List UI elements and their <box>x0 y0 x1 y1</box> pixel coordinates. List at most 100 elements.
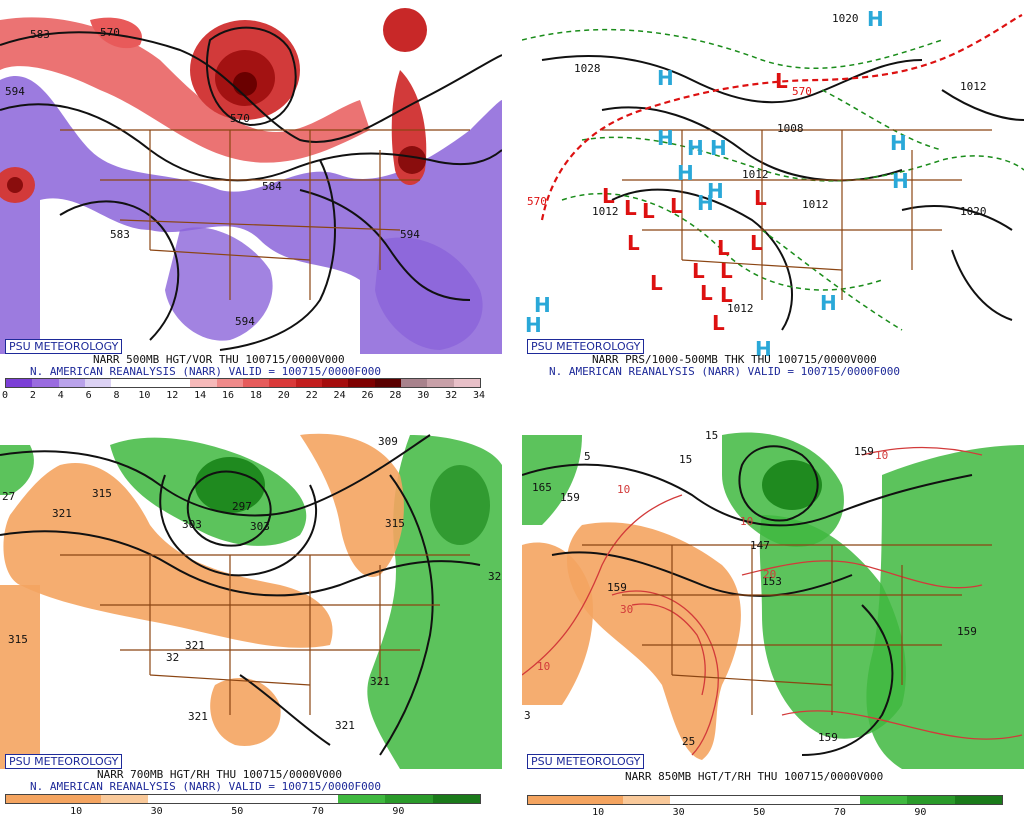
low-pressure-markers: L L L L L L L L L L L L L L L <box>602 69 788 335</box>
high-pressure-icon: H <box>687 136 704 160</box>
caption-line-1: NARR 850MB HGT/T/RH THU 100715/0000V000 <box>625 770 884 783</box>
contour-label: 594 <box>400 228 420 241</box>
colorbar-swatch <box>32 379 59 387</box>
contour-label: 159 <box>818 731 838 744</box>
colorbar-swatch <box>190 379 217 387</box>
colorbar-swatch <box>453 379 480 387</box>
contour-label: 321 <box>335 719 355 732</box>
colorbar-tick-label: 34 <box>472 390 486 401</box>
map-500mb: 583 570 594 570 584 594 594 583 <box>0 8 502 355</box>
low-pressure-icon: L <box>624 196 637 220</box>
contour-label: 10 <box>875 449 888 462</box>
rh-colorbar-ticks: 10 30 50 70 90 <box>5 806 479 818</box>
contour-labels-surface: 1020 1028 1012 570 1008 1012 1012 1012 1… <box>527 12 987 315</box>
low-pressure-icon: L <box>700 281 713 305</box>
high-pressure-icon: H <box>677 161 694 185</box>
high-pressure-icon: H <box>710 136 727 160</box>
colorbar-tick-label: 50 <box>753 807 766 818</box>
psu-badge: PSU METEOROLOGY <box>527 754 645 769</box>
contour-label: 1012 <box>802 198 829 211</box>
colorbar-tick-label: 14 <box>194 390 207 401</box>
colorbar-swatch <box>148 795 196 803</box>
vorticity-colorbar-ticks: 0 2 4 6 8 10 12 14 16 18 20 22 24 26 28 30 32 34 <box>1 390 485 402</box>
contour-label: 1020 <box>832 12 859 25</box>
rh-colorbar <box>527 795 1003 805</box>
colorbar-swatch <box>622 796 671 804</box>
colorbar-tick-label: 10 <box>592 807 605 818</box>
panel-700mb-rh: 27 315 321 303 297 303 309 315 32 315 32… <box>0 415 502 819</box>
contour-label: 570 <box>100 26 120 39</box>
colorbar-tick-label: 10 <box>138 390 151 401</box>
contour-label: 32 <box>166 651 179 664</box>
colorbar-swatch <box>575 796 623 804</box>
colorbar-tick-label: 8 <box>113 390 120 401</box>
contour-label: 147 <box>750 539 770 552</box>
low-pressure-icon: L <box>642 199 655 223</box>
panel-500mb-vorticity: 583 570 594 570 584 594 594 583 PSU METE… <box>0 0 502 404</box>
colorbar-swatch <box>348 379 375 387</box>
contour-label: 583 <box>30 28 50 41</box>
contour-label: 25 <box>682 735 695 748</box>
high-pressure-icon: H <box>697 191 714 215</box>
colorbar-swatch <box>163 379 191 387</box>
colorbar-swatch <box>765 796 813 804</box>
contour-label: 570 <box>792 85 812 98</box>
colorbar-tick-label: 50 <box>231 806 244 817</box>
colorbar-swatch <box>216 379 243 387</box>
low-pressure-icon: L <box>712 311 725 335</box>
colorbar-swatch <box>385 795 433 803</box>
caption-line-1: NARR 500MB HGT/VOR THU 100715/0000V000 <box>93 353 345 366</box>
high-pressure-icon: H <box>755 337 772 361</box>
contour-labels-700: 27 315 321 303 297 303 309 315 32 315 32… <box>2 435 501 732</box>
colorbar-swatch <box>427 379 454 387</box>
colorbar-tick-label: 90 <box>914 807 927 818</box>
psu-badge: PSU METEOROLOGY <box>5 339 123 354</box>
colorbar-swatch <box>6 795 54 803</box>
colorbar-tick-label: 0 <box>1 390 9 401</box>
colorbar-tick-label: 16 <box>222 390 235 401</box>
colorbar-tick-label: 30 <box>150 806 163 817</box>
colorbar-swatch <box>100 795 149 803</box>
contour-label: 1012 <box>960 80 987 93</box>
vorticity-colorbar <box>5 378 481 388</box>
psu-badge: PSU METEOROLOGY <box>5 754 123 769</box>
low-pressure-icon: L <box>750 231 763 255</box>
caption-line-1: NARR PRS/1000-500MB THK THU 100715/0000V… <box>592 353 877 366</box>
colorbar-swatch <box>907 796 955 804</box>
colorbar-swatch <box>84 379 112 387</box>
colorbar-swatch <box>242 379 270 387</box>
colorbar-swatch <box>111 379 138 387</box>
low-pressure-icon: L <box>650 271 663 295</box>
colorbar-swatch <box>337 795 386 803</box>
contour-label: 153 <box>762 575 782 588</box>
colorbar-tick-label: 32 <box>445 390 458 401</box>
high-pressure-icon: H <box>867 7 884 31</box>
high-pressure-icon: H <box>657 126 674 150</box>
contour-label: 30 <box>620 603 633 616</box>
low-pressure-icon: L <box>602 184 615 208</box>
colorbar-tick-label: 12 <box>166 390 179 401</box>
contour-label: 1020 <box>960 205 987 218</box>
low-pressure-icon: L <box>754 186 767 210</box>
high-pressure-icon: H <box>820 291 837 315</box>
contour-label: 1008 <box>777 122 804 135</box>
rh-colorbar <box>5 794 481 804</box>
low-pressure-icon: L <box>670 194 683 218</box>
map-850mb: 5 15 15 159 165 159 147 153 159 159 159 … <box>522 427 1024 769</box>
low-pressure-icon: L <box>775 69 788 93</box>
low-pressure-icon: L <box>692 259 705 283</box>
colorbar-swatch <box>53 795 101 803</box>
colorbar-swatch <box>374 379 401 387</box>
contour-label: 1028 <box>574 62 601 75</box>
contour-label: 15 <box>679 453 692 466</box>
colorbar-swatch <box>954 796 1003 804</box>
contour-label: 20 <box>763 568 776 581</box>
contour-label: 321 <box>370 675 390 688</box>
colorbar-tick-label: 70 <box>311 806 324 817</box>
colorbar-swatch <box>269 379 296 387</box>
high-pressure-icon: H <box>707 179 724 203</box>
caption-line-2: N. AMERICAN REANALYSIS (NARR) VALID = 10… <box>30 780 381 793</box>
colorbar-swatch <box>6 379 33 387</box>
colorbar-swatch <box>321 379 349 387</box>
high-pressure-icon: H <box>525 313 542 337</box>
